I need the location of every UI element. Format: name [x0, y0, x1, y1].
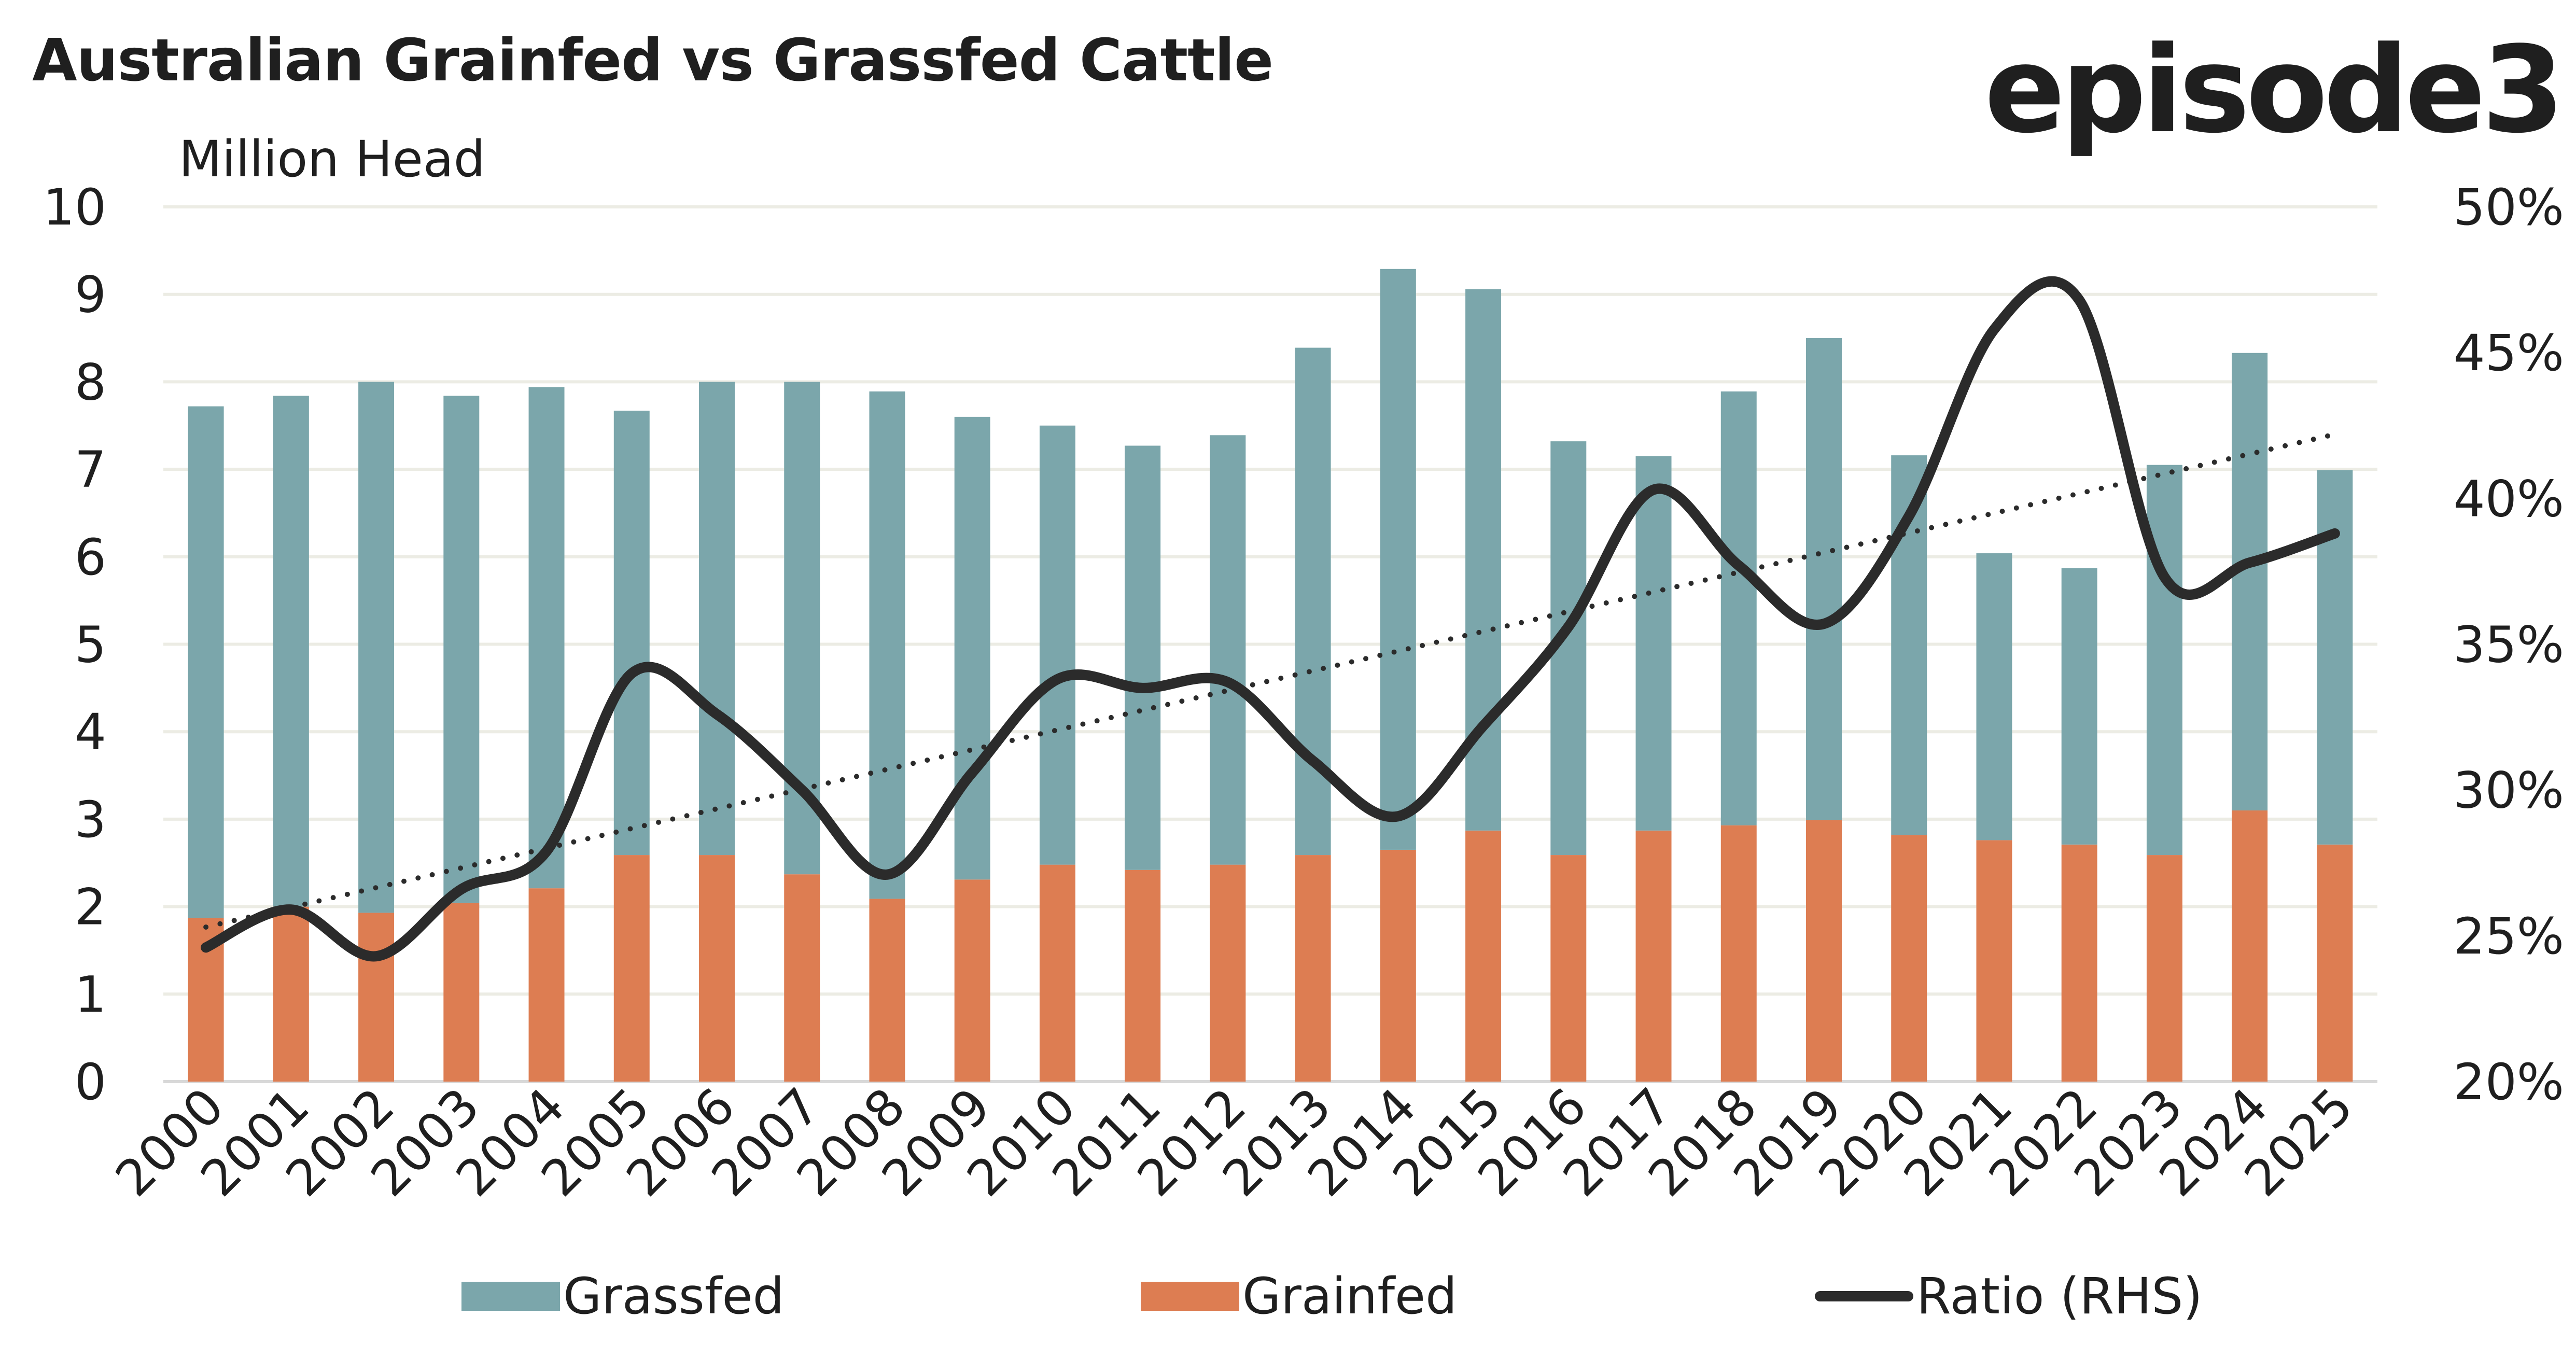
legend-label-grassfed: Grassfed [563, 1267, 785, 1325]
y-tick-label: 8 [75, 353, 106, 411]
bar-grassfed [869, 391, 905, 899]
legend-item-ratio: Ratio (RHS) [1815, 1265, 2203, 1327]
y-tick-label: 6 [75, 528, 106, 586]
y-tick-label: 7 [75, 441, 106, 499]
bar-grainfed [2061, 844, 2097, 1082]
legend-label-grainfed: Grainfed [1242, 1267, 1457, 1325]
ratio-trendline [203, 431, 2337, 930]
bar-grainfed [869, 899, 905, 1082]
bar-grassfed [613, 411, 650, 856]
bar-grainfed [1295, 855, 1331, 1082]
chart: Million Head 0 1 2 3 4 5 6 7 8 9 10 20% 25% 30% 35% 40%… [43, 130, 2564, 1208]
bar-grainfed [1125, 870, 1161, 1082]
bar-grainfed [358, 913, 395, 1082]
bar-grainfed [443, 903, 480, 1082]
bar-grainfed [1635, 830, 1672, 1082]
bar-grainfed [1210, 864, 1246, 1082]
bar-grainfed [273, 906, 309, 1082]
brand-logo: episode3 [1984, 21, 2565, 160]
bar-grainfed [1039, 864, 1075, 1082]
legend: Grassfed Grainfed Ratio (RHS) [0, 1265, 2576, 1327]
y2-tick-label: 20% [2454, 1053, 2564, 1111]
bar-grassfed [2146, 465, 2182, 856]
y-axis-label: Million Head [179, 130, 485, 188]
y-tick-label: 0 [75, 1053, 106, 1111]
legend-swatch-grassfed [461, 1282, 560, 1311]
bar-grainfed [699, 855, 735, 1082]
y-tick-label: 10 [43, 178, 106, 236]
bar-grassfed [1635, 456, 1672, 831]
bar-grainfed [1806, 820, 1842, 1082]
bar-grainfed [2317, 844, 2353, 1082]
chart-title: Australian Grainfed vs Grassfed Cattle [32, 27, 1273, 94]
y2-tick-label: 25% [2454, 907, 2564, 965]
bar-grassfed [954, 416, 990, 880]
bar-grassfed [358, 382, 395, 913]
y-tick-label: 9 [75, 266, 106, 324]
legend-swatch-ratio [1815, 1291, 1913, 1301]
y-tick-label: 2 [75, 878, 106, 936]
bar-grassfed [1125, 445, 1161, 870]
bar-grainfed [2146, 855, 2182, 1082]
legend-item-grainfed: Grainfed [1141, 1265, 1457, 1327]
y-tick-label: 1 [75, 965, 106, 1024]
bar-grainfed [1976, 840, 2012, 1082]
bar-grassfed [188, 406, 224, 918]
legend-swatch-grainfed [1141, 1282, 1239, 1311]
y-tick-label: 3 [75, 791, 106, 849]
legend-label-ratio: Ratio (RHS) [1916, 1267, 2203, 1325]
y2-tick-label: 50% [2454, 178, 2564, 236]
bar-grassfed [1806, 338, 1842, 820]
bar-grainfed [784, 874, 820, 1082]
bar-grainfed [528, 888, 565, 1082]
bar-grassfed [273, 396, 309, 907]
ratio-line [201, 276, 2340, 962]
y2-tick-label: 40% [2454, 470, 2564, 528]
bar-grainfed [2232, 810, 2268, 1082]
bar-grassfed [1720, 391, 1757, 825]
bar-grainfed [1380, 849, 1416, 1082]
bar-grassfed [2061, 568, 2097, 845]
bar-grassfed [443, 396, 480, 903]
bar-grassfed [1976, 553, 2012, 840]
y-tick-label: 5 [75, 616, 106, 674]
bar-grassfed [528, 387, 565, 889]
y2-tick-label: 30% [2454, 762, 2564, 820]
bar-grainfed [613, 855, 650, 1082]
bar-grainfed [1465, 830, 1502, 1082]
y2-tick-label: 45% [2454, 324, 2564, 382]
bar-grainfed [1891, 835, 1927, 1082]
legend-item-grassfed: Grassfed [461, 1265, 785, 1327]
bar-grassfed [1039, 425, 1075, 865]
bar-grassfed [699, 382, 735, 856]
bar-grassfed [1295, 347, 1331, 856]
bar-grassfed [2317, 470, 2353, 845]
bar-grainfed [1720, 825, 1757, 1082]
bar-grainfed [954, 879, 990, 1082]
y-tick-label: 4 [75, 703, 106, 761]
bar-grainfed [1550, 855, 1587, 1082]
bar-grassfed [1210, 435, 1246, 865]
bar-grassfed [2232, 353, 2268, 811]
y2-tick-label: 35% [2454, 616, 2564, 674]
bar-grassfed [1380, 269, 1416, 850]
